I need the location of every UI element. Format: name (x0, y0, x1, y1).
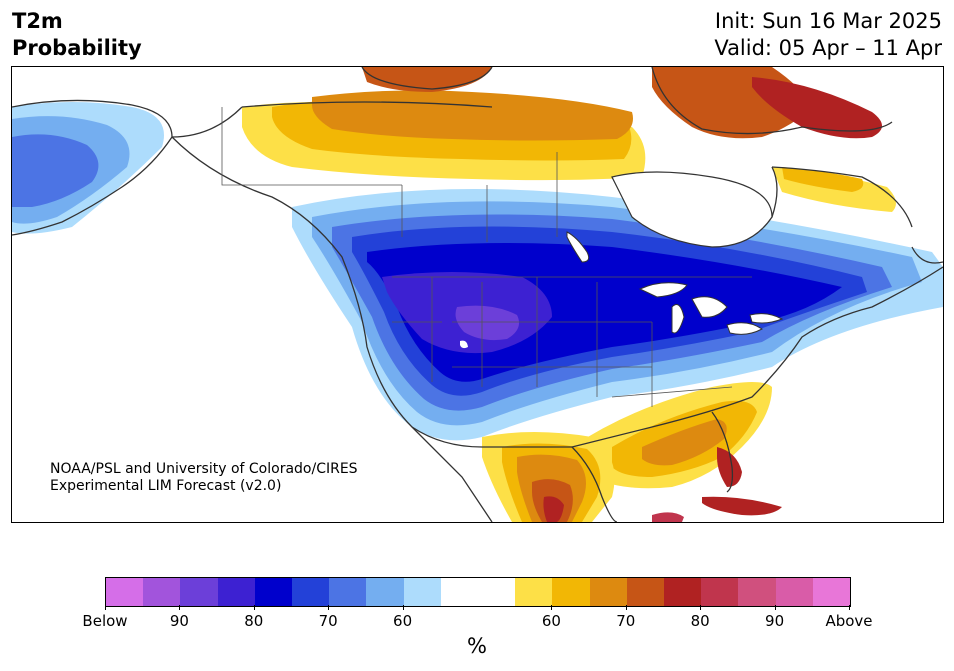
great-salt-lake (460, 340, 468, 349)
colorbar (105, 577, 851, 607)
forecast-dates: Init: Sun 16 Mar 2025 Valid: 05 Apr – 11… (714, 8, 942, 62)
below-band-deep (455, 305, 520, 341)
alaska-shading-mid (12, 134, 99, 207)
title-line-2: Probability (12, 36, 142, 60)
colorbar-tick-label: 80 (244, 612, 264, 630)
colorbar-segment (329, 578, 367, 606)
colorbar-unit: % (467, 634, 487, 658)
valid-period: Valid: 05 Apr – 11 Apr (714, 36, 942, 60)
colorbar-tick-mark (625, 605, 627, 610)
hudson-bay (611, 171, 773, 248)
colorbar-segment (440, 578, 479, 606)
southeast-above-mid (642, 419, 727, 466)
colorbar-segment (589, 578, 627, 606)
colorbar-tick-label: 70 (616, 612, 636, 630)
colorbar-tick-label: 60 (393, 612, 413, 630)
colorbar-tick-mark (774, 605, 776, 610)
probability-map: NOAA/PSL and University of Colorado/CIRE… (11, 66, 944, 523)
colorbar-tick-label: 60 (541, 612, 561, 630)
labrador-above-light (782, 167, 864, 192)
attribution-credit: NOAA/PSL and University of Colorado/CIRE… (50, 461, 358, 495)
colorbar-segment (701, 578, 739, 606)
colorbar-segment (515, 578, 553, 606)
lake-winnipeg (566, 231, 590, 263)
colorbar-tick-mark (179, 605, 181, 610)
colorbar-segment (254, 578, 293, 606)
colorbar-tick-mark (105, 605, 106, 610)
colorbar-segment (552, 578, 590, 606)
colorbar-tick-mark (328, 605, 330, 610)
init-date: Init: Sun 16 Mar 2025 (714, 9, 942, 33)
colorbar-segment (366, 578, 404, 606)
colorbar-tick-mark (253, 605, 255, 610)
colorbar-segment (143, 578, 181, 606)
colorbar-tick-mark (402, 605, 404, 610)
title-line-1: T2m (12, 9, 63, 33)
colorbar-segment (106, 578, 144, 606)
colorbar-tick-mark (700, 605, 702, 610)
colorbar-segment (738, 578, 776, 606)
colorbar-segment (180, 578, 218, 606)
map-title: T2m Probability (12, 8, 142, 62)
colorbar-tick-mark (551, 605, 553, 610)
colorbar-segment (217, 578, 255, 606)
coastlines (12, 67, 943, 522)
colorbar-tick-label: 90 (169, 612, 189, 630)
colorbar-tick-label: 70 (318, 612, 338, 630)
colorbar-segment (812, 578, 851, 606)
great-lakes (638, 282, 784, 335)
colorbar-tick-label: Below (82, 612, 128, 630)
map-canvas (12, 67, 943, 522)
colorbar-segment (626, 578, 665, 606)
greenland-above-deep (752, 77, 882, 139)
credit-line-2: Experimental LIM Forecast (v2.0) (50, 478, 282, 494)
mexico-above-deep (543, 496, 564, 522)
colorbar-segment (478, 578, 516, 606)
florida-above-deep (717, 447, 742, 487)
colorbar-tick-label: 80 (690, 612, 710, 630)
colorbar-segment (775, 578, 813, 606)
colorbar-tick-mark (849, 605, 850, 610)
colorbar-segment (664, 578, 702, 606)
colorbar-tick-label: 90 (765, 612, 785, 630)
political-borders (221, 107, 752, 407)
colorbar-segment (403, 578, 441, 606)
yucatan-above-core (652, 512, 684, 522)
colorbar-segment (292, 578, 330, 606)
credit-line-1: NOAA/PSL and University of Colorado/CIRE… (50, 461, 358, 477)
colorbar-tick-label: Above (825, 612, 873, 630)
cuba-above-deep (702, 496, 782, 516)
